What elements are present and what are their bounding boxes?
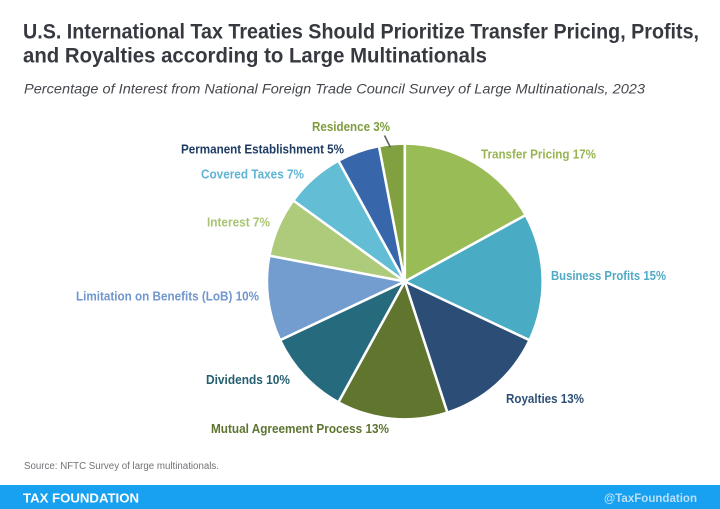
svg-text:and Royalties according to Lar: and Royalties according to Large Multina…	[23, 44, 487, 67]
svg-text:Business Profits 15%: Business Profits 15%	[551, 268, 666, 283]
svg-text:Interest 7%: Interest 7%	[207, 215, 270, 230]
svg-text:Limitation on Benefits (LoB) 1: Limitation on Benefits (LoB) 10%	[76, 289, 259, 304]
svg-text:Dividends 10%: Dividends 10%	[206, 372, 290, 387]
svg-text:Permanent Establishment 5%: Permanent Establishment 5%	[181, 142, 344, 157]
svg-text:Covered Taxes 7%: Covered Taxes 7%	[201, 167, 304, 182]
svg-text:Royalties 13%: Royalties 13%	[506, 391, 584, 406]
svg-text:Source: NFTC Survey of large m: Source: NFTC Survey of large multination…	[24, 461, 219, 472]
svg-text:U.S. International Tax Treatie: U.S. International Tax Treaties Should P…	[23, 20, 699, 43]
svg-text:@TaxFoundation: @TaxFoundation	[604, 491, 697, 505]
svg-text:Percentage of Interest from Na: Percentage of Interest from National For…	[24, 81, 646, 96]
svg-text:Transfer Pricing 17%: Transfer Pricing 17%	[481, 147, 596, 162]
svg-text:Mutual Agreement Process 13%: Mutual Agreement Process 13%	[211, 421, 389, 436]
svg-text:Residence 3%: Residence 3%	[312, 119, 390, 134]
svg-text:TAX FOUNDATION: TAX FOUNDATION	[23, 491, 139, 506]
